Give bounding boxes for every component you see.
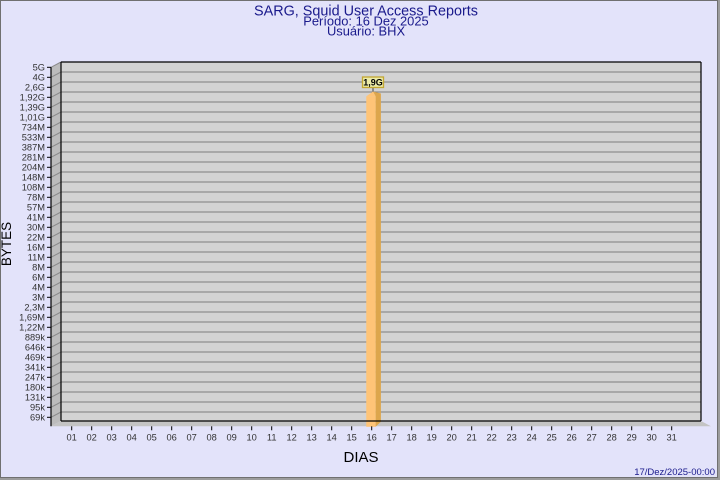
- svg-text:DIAS: DIAS: [343, 449, 378, 466]
- svg-text:07: 07: [187, 432, 197, 442]
- svg-text:387M: 387M: [22, 143, 45, 153]
- svg-text:30: 30: [647, 432, 657, 442]
- svg-text:148M: 148M: [22, 173, 45, 183]
- svg-text:20: 20: [447, 432, 457, 442]
- svg-text:06: 06: [167, 432, 177, 442]
- svg-text:14: 14: [327, 432, 337, 442]
- svg-text:247k: 247k: [25, 373, 46, 383]
- svg-text:6M: 6M: [32, 273, 45, 283]
- svg-text:17: 17: [387, 432, 397, 442]
- svg-text:131k: 131k: [25, 393, 46, 403]
- svg-text:25: 25: [547, 432, 557, 442]
- svg-text:8M: 8M: [32, 263, 45, 273]
- svg-text:78M: 78M: [27, 193, 45, 203]
- svg-text:889k: 889k: [25, 333, 46, 343]
- svg-text:27: 27: [587, 432, 597, 442]
- svg-text:1,39G: 1,39G: [20, 103, 45, 113]
- svg-text:03: 03: [107, 432, 117, 442]
- svg-text:1,69M: 1,69M: [19, 313, 45, 323]
- svg-text:24: 24: [527, 432, 537, 442]
- svg-text:26: 26: [567, 432, 577, 442]
- svg-text:646k: 646k: [25, 343, 46, 353]
- svg-text:1,01G: 1,01G: [20, 113, 45, 123]
- svg-text:05: 05: [147, 432, 157, 442]
- svg-text:04: 04: [127, 432, 137, 442]
- svg-text:23: 23: [507, 432, 517, 442]
- svg-text:57M: 57M: [27, 203, 45, 213]
- svg-text:17/Dez/2025-00:00: 17/Dez/2025-00:00: [634, 467, 715, 478]
- svg-text:21: 21: [467, 432, 477, 442]
- svg-text:02: 02: [87, 432, 97, 442]
- svg-text:01: 01: [67, 432, 77, 442]
- svg-text:3M: 3M: [32, 293, 45, 303]
- svg-text:13: 13: [307, 432, 317, 442]
- svg-text:4M: 4M: [32, 283, 45, 293]
- svg-text:12: 12: [287, 432, 297, 442]
- svg-text:533M: 533M: [22, 133, 45, 143]
- svg-text:BYTES: BYTES: [1, 222, 14, 266]
- svg-text:1,22M: 1,22M: [19, 323, 45, 333]
- svg-text:22M: 22M: [27, 233, 45, 243]
- svg-text:469k: 469k: [25, 353, 46, 363]
- svg-text:1,92G: 1,92G: [20, 93, 45, 103]
- svg-text:4G: 4G: [33, 73, 45, 83]
- svg-text:08: 08: [207, 432, 217, 442]
- svg-text:180k: 180k: [25, 383, 46, 393]
- svg-text:22: 22: [487, 432, 497, 442]
- svg-text:16: 16: [367, 432, 377, 442]
- svg-text:69k: 69k: [30, 413, 45, 423]
- svg-text:29: 29: [627, 432, 637, 442]
- svg-text:734M: 734M: [22, 123, 45, 133]
- svg-text:11M: 11M: [28, 253, 45, 263]
- svg-text:10: 10: [247, 432, 257, 442]
- svg-text:30M: 30M: [27, 223, 45, 233]
- svg-text:11: 11: [267, 432, 277, 442]
- svg-text:341k: 341k: [25, 363, 46, 373]
- svg-text:1,9G: 1,9G: [363, 78, 383, 88]
- svg-text:09: 09: [227, 432, 237, 442]
- svg-text:2,6G: 2,6G: [25, 83, 45, 93]
- svg-text:Usuário: BHX: Usuário: BHX: [327, 24, 405, 39]
- svg-text:19: 19: [427, 432, 437, 442]
- svg-text:204M: 204M: [22, 163, 45, 173]
- svg-text:5G: 5G: [33, 63, 45, 73]
- svg-text:15: 15: [347, 432, 357, 442]
- svg-text:108M: 108M: [22, 183, 45, 193]
- svg-text:41M: 41M: [27, 213, 45, 223]
- svg-text:31: 31: [667, 432, 677, 442]
- svg-text:28: 28: [607, 432, 617, 442]
- svg-text:281M: 281M: [22, 153, 45, 163]
- svg-text:95k: 95k: [30, 403, 45, 413]
- svg-text:18: 18: [407, 432, 417, 442]
- svg-text:2,3M: 2,3M: [24, 303, 45, 313]
- svg-text:16M: 16M: [27, 243, 45, 253]
